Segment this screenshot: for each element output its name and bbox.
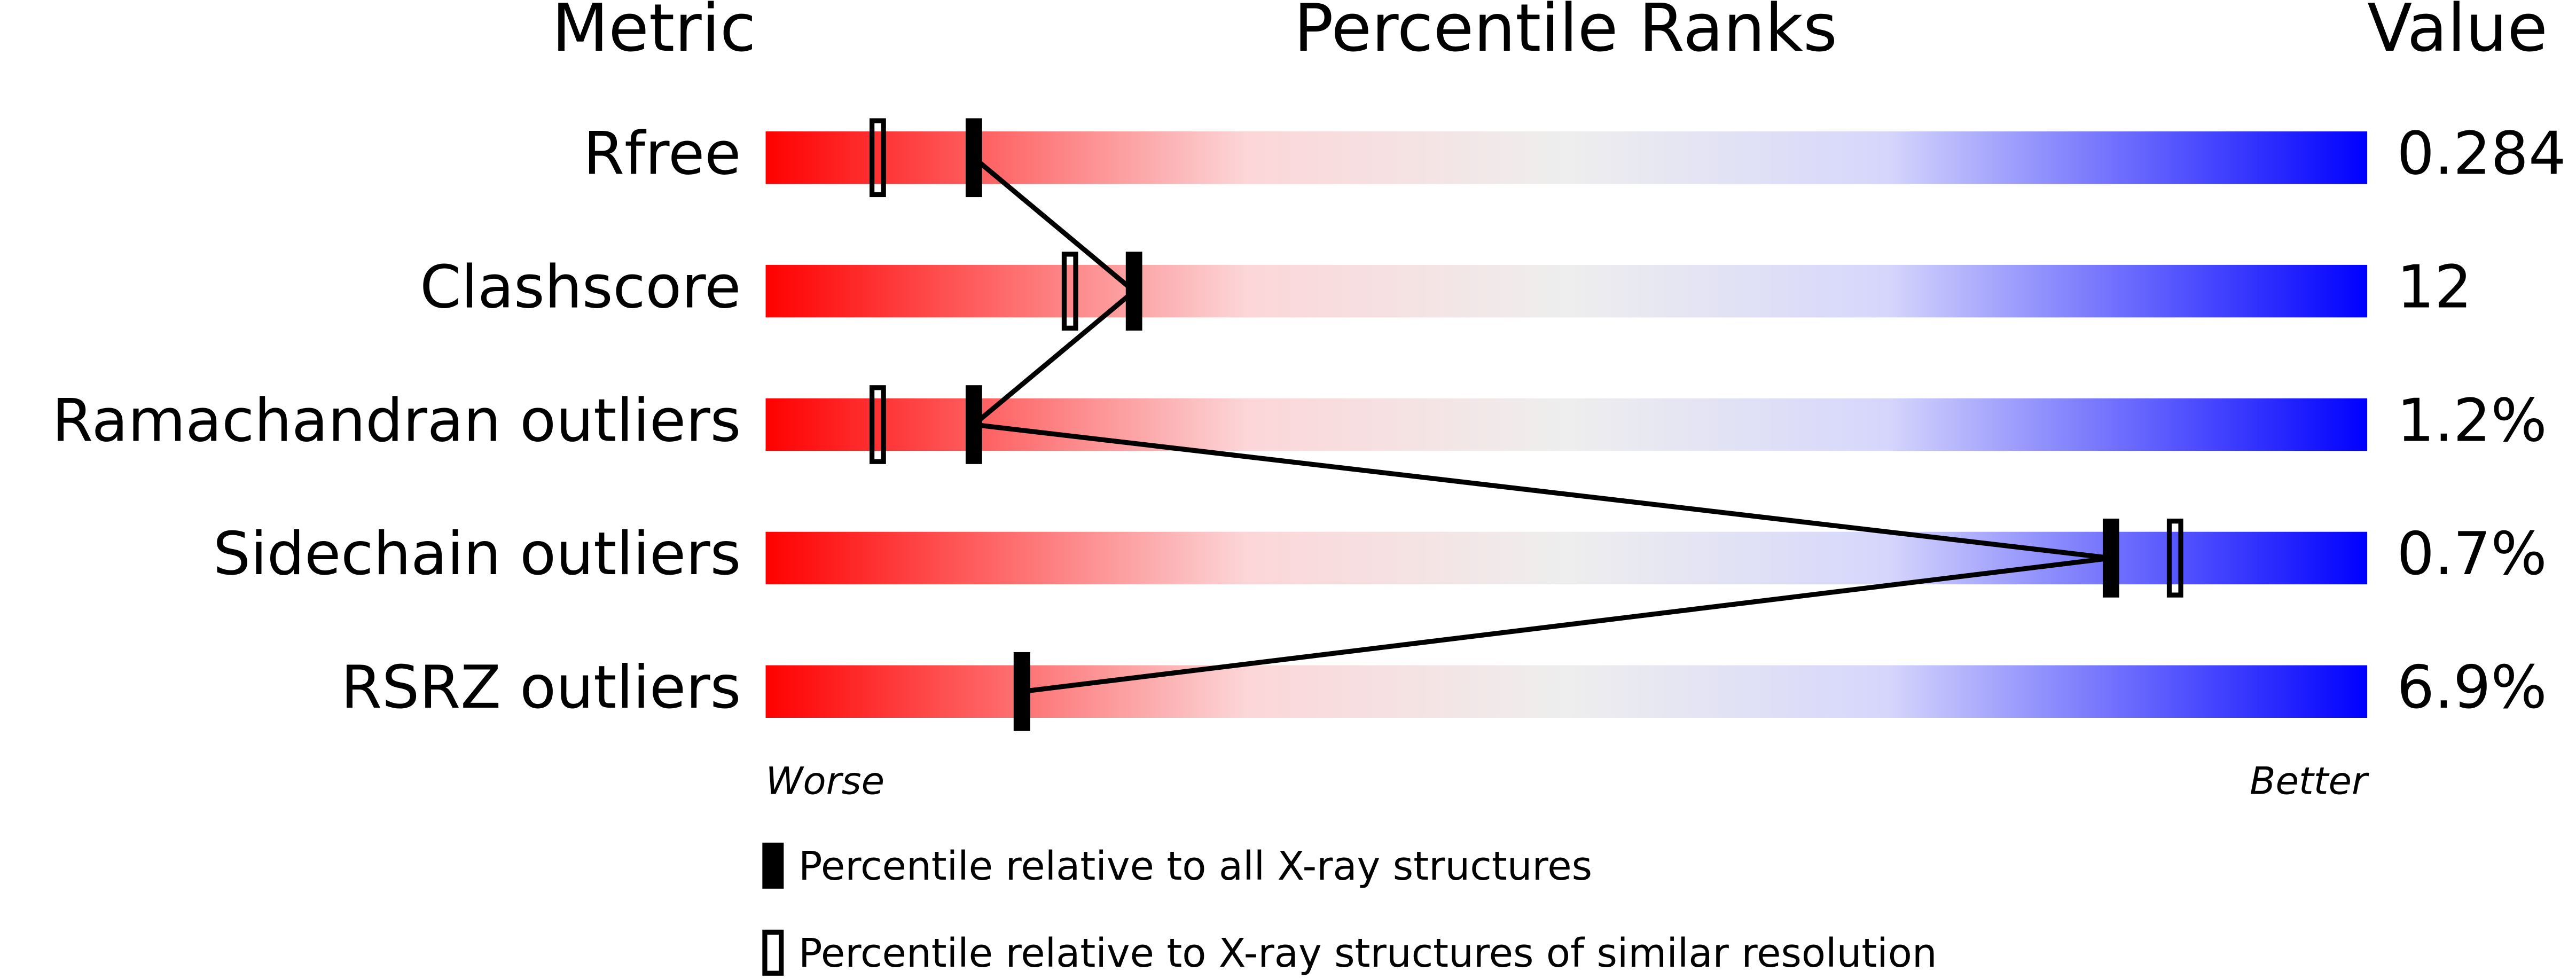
metric-label: Rfree <box>583 120 741 189</box>
metric-label: RSRZ outliers <box>341 653 741 722</box>
legend-label: Percentile relative to all X-ray structu… <box>798 843 1592 889</box>
legend-icon-filled <box>762 842 784 889</box>
marker-all <box>965 385 982 464</box>
metric-label: Clashscore <box>420 253 741 322</box>
marker-all <box>1125 252 1142 331</box>
marker-similar <box>870 385 886 464</box>
header-metric: Metric <box>552 0 756 67</box>
metric-value: 6.9% <box>2397 653 2547 722</box>
marker-similar <box>1061 252 1078 331</box>
slider-bar <box>765 665 2368 718</box>
worse-label: Worse <box>765 759 884 803</box>
legend-label: Percentile relative to X-ray structures … <box>798 930 1937 976</box>
header-percentile: Percentile Ranks <box>1294 0 1837 67</box>
marker-all <box>965 118 982 198</box>
slider-bar <box>765 531 2368 585</box>
slider-bar <box>765 398 2368 451</box>
slider-bar <box>765 131 2368 184</box>
metric-value: 0.284 <box>2397 120 2566 189</box>
marker-all <box>1013 652 1030 731</box>
metric-value: 1.2% <box>2397 386 2547 455</box>
marker-similar <box>870 118 886 198</box>
header-value: Value <box>2367 0 2548 67</box>
metric-value: 0.7% <box>2397 520 2547 589</box>
legend-icon-open <box>762 929 784 976</box>
marker-similar <box>2166 519 2183 598</box>
metric-value: 12 <box>2397 253 2472 322</box>
metric-label: Sidechain outliers <box>213 520 741 589</box>
slider-bar <box>765 264 2368 318</box>
better-label: Better <box>2250 759 2369 803</box>
metric-label: Ramachandran outliers <box>52 386 741 455</box>
marker-all <box>2102 519 2119 598</box>
